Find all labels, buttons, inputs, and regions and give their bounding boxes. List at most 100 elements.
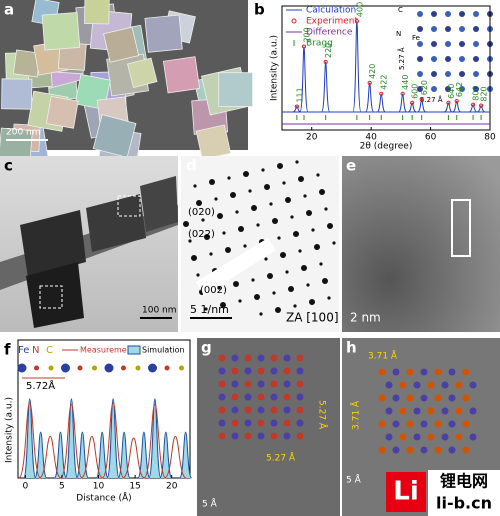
cube [218,72,253,107]
experiment-point [470,102,476,107]
atom [385,433,393,441]
spot [201,218,205,222]
panel-label: a [4,1,14,19]
atom [448,420,456,428]
watermark-url: li-b.cn [436,494,492,513]
atom [283,419,291,427]
atom [148,363,157,373]
atom [296,393,304,401]
spot [316,173,320,177]
atom [473,86,479,92]
atom [392,446,400,454]
x-tick-label: 60 [425,133,437,143]
atom [179,365,184,371]
peak-label: 422 [380,75,389,90]
scale-label: 200 nm [6,128,41,138]
atom [427,433,435,441]
experiment-point [446,100,451,106]
spot [196,273,200,277]
rods [0,176,178,328]
atom [218,432,226,440]
atom [431,56,437,62]
atom [218,380,226,388]
atom [417,86,423,92]
annotation: 5.27 Å [266,452,296,464]
peak-label: 800 [472,85,481,100]
cube [1,78,33,110]
atom [392,368,400,376]
atom [244,419,252,427]
spot [309,299,315,305]
spot [277,236,281,240]
peak-label: 111 [295,87,304,102]
spot [293,304,297,308]
experiment-point [400,91,405,96]
spot [254,294,260,300]
atom [441,381,449,389]
spot [193,184,197,188]
spot [311,228,315,232]
scale-label: 5 Å [202,498,218,510]
atom [244,432,252,440]
atom [244,354,252,362]
spot [191,255,197,261]
atom [270,393,278,401]
atom [48,365,54,371]
peak [468,104,478,113]
spot [288,286,294,292]
simulation-peak [179,431,193,479]
scale-label: 2 nm [350,311,381,325]
atom-label: C [46,345,53,356]
atom [283,406,291,414]
peak [452,100,461,113]
annotation: 5.27 Å [317,400,329,430]
atom [473,11,479,17]
atom [445,56,451,62]
atom-label: Fe [18,345,29,356]
atom [431,71,437,77]
cube [92,114,137,158]
atom [257,354,265,362]
beam-stop [196,238,276,296]
spot [301,265,307,271]
legend-marker [127,345,141,355]
legend-marker [291,18,297,24]
simulation-peak [148,398,162,479]
atom [417,41,423,47]
atom [459,26,465,32]
atom [445,71,451,77]
spot [225,247,231,253]
atom [385,407,393,415]
legend-label: Measurement [80,346,135,355]
experiment-point [294,104,299,109]
atom [455,381,463,389]
atom [469,433,477,441]
panel-label: d [186,157,197,175]
atom [296,406,304,414]
atom [459,56,465,62]
experiment-point [478,103,484,108]
atom [378,394,386,402]
atom [448,368,456,376]
peak [352,20,362,113]
atom-label: N [32,345,39,356]
peak [476,105,486,113]
atom [434,368,442,376]
spot [183,221,189,227]
x-tick-label: 40 [365,133,377,143]
atom [427,407,435,415]
x-tick-label: 10 [93,482,105,492]
simulation-peak [117,431,131,479]
atom [218,419,226,427]
spot [324,207,328,211]
annotation: 5.27 Å [420,95,443,104]
atom [455,433,463,441]
hrtem-image [342,156,500,332]
atom [270,432,278,440]
peak [407,102,417,113]
atom [231,432,239,440]
atom [459,41,465,47]
spot [303,194,307,198]
atom [431,86,437,92]
